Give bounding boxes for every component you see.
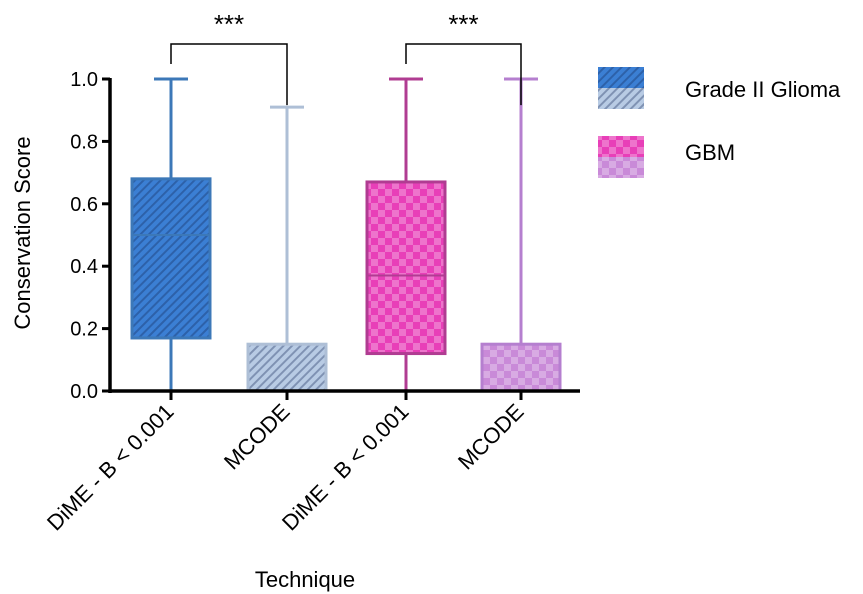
y-tick-label: 1.0 <box>70 69 98 91</box>
box-4 <box>480 77 562 393</box>
box-body <box>365 180 447 356</box>
significance-label: *** <box>214 9 244 39</box>
legend-swatch-bottom <box>598 157 644 178</box>
box-body <box>246 342 328 393</box>
y-axis-label: Conservation Score <box>10 136 35 329</box>
box-body <box>130 177 212 340</box>
legend-swatch-top <box>598 136 644 157</box>
y-tick-label: 0.0 <box>70 381 98 403</box>
y-tick-label: 0.4 <box>70 256 98 278</box>
significance-label: *** <box>448 9 478 39</box>
legend-swatch-top <box>598 67 644 88</box>
legend-swatch-bottom <box>598 88 644 109</box>
box-3 <box>365 77 447 393</box>
legend-swatch-1 <box>598 67 644 109</box>
box-1 <box>130 77 212 393</box>
x-tick-label: MCODE <box>453 399 529 475</box>
legend-label-grade-ii-glioma: Grade II Glioma <box>685 77 841 102</box>
x-axis-label: Technique <box>255 567 355 592</box>
x-tick-label: DiME - B < 0.001 <box>277 399 414 536</box>
y-tick-label: 0.6 <box>70 194 98 216</box>
legend-label-gbm: GBM <box>685 140 736 165</box>
x-tick-label: MCODE <box>219 399 295 475</box>
significance-bracket <box>405 43 522 106</box>
y-tick-label: 0.2 <box>70 319 98 341</box>
legend-swatch-2 <box>598 136 644 178</box>
x-tick-label: DiME - B < 0.001 <box>42 399 179 536</box>
y-tick-label: 0.8 <box>70 131 98 153</box>
box-2 <box>246 105 328 393</box>
significance-bracket <box>170 43 288 106</box>
box-body <box>480 342 562 393</box>
